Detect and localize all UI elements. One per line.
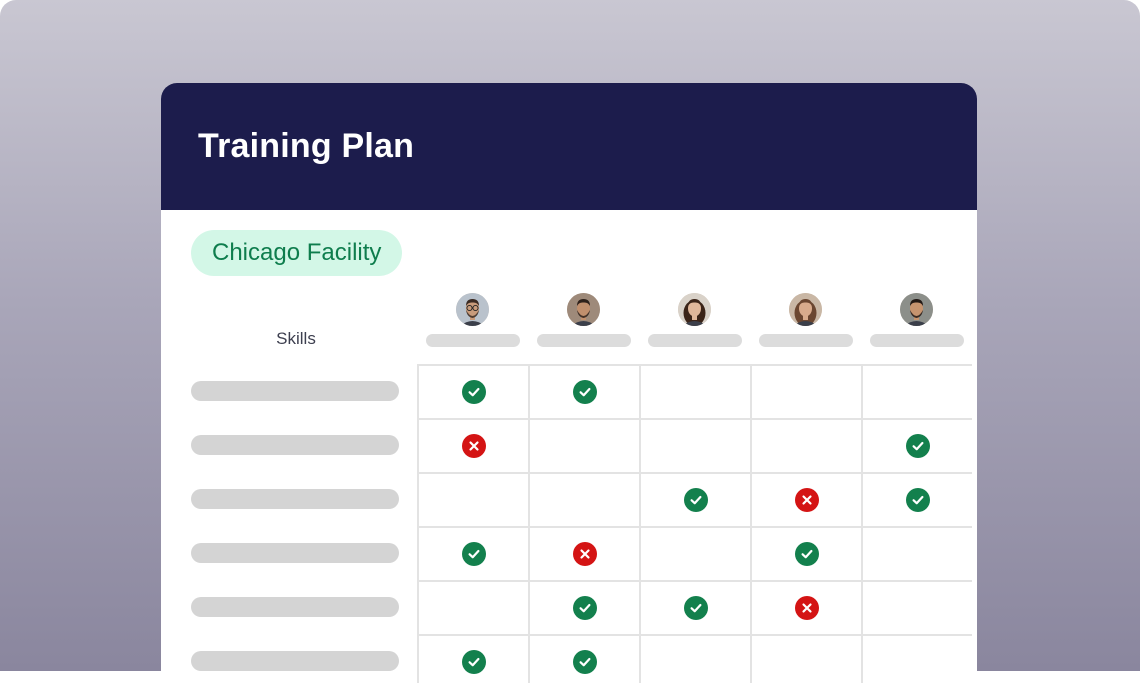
- card-header: Training Plan: [161, 83, 977, 210]
- matrix-cell[interactable]: [528, 472, 639, 526]
- skill-name-placeholder: [191, 651, 399, 671]
- matrix-cell[interactable]: [750, 526, 861, 580]
- matrix-cell[interactable]: [528, 418, 639, 472]
- avatar-woman-long-hair-icon[interactable]: [789, 293, 822, 326]
- skill-name-placeholder: [191, 381, 399, 401]
- check-icon: [683, 488, 708, 512]
- person-name-placeholder: [869, 334, 964, 347]
- matrix-cell[interactable]: [639, 526, 750, 580]
- matrix-cell[interactable]: [861, 580, 972, 634]
- check-icon: [572, 380, 597, 404]
- avatar-woman-curly-hair-icon[interactable]: [678, 293, 711, 326]
- check-icon: [572, 650, 597, 674]
- matrix-cell[interactable]: [639, 364, 750, 418]
- matrix-cell[interactable]: [417, 418, 528, 472]
- cross-icon: [794, 488, 819, 512]
- training-plan-card: Training Plan Chicago Facility Skills: [161, 83, 977, 683]
- matrix-cell[interactable]: [417, 634, 528, 683]
- person-name-placeholder: [536, 334, 631, 347]
- check-icon: [794, 542, 819, 566]
- avatar-man-dark-hair-icon[interactable]: [900, 293, 933, 326]
- matrix-cell[interactable]: [750, 634, 861, 683]
- check-icon: [461, 542, 486, 566]
- matrix-cell[interactable]: [750, 364, 861, 418]
- check-icon: [905, 488, 930, 512]
- skill-name-placeholder: [191, 489, 399, 509]
- person-name-placeholder: [425, 334, 520, 347]
- matrix-cell[interactable]: [639, 634, 750, 683]
- check-icon: [572, 596, 597, 620]
- matrix-cell[interactable]: [528, 634, 639, 683]
- skill-name-placeholder: [191, 597, 399, 617]
- check-icon: [683, 596, 708, 620]
- skills-column-header: Skills: [276, 329, 316, 348]
- cross-icon: [461, 434, 486, 458]
- matrix-cell[interactable]: [861, 472, 972, 526]
- matrix-cell[interactable]: [639, 472, 750, 526]
- matrix-cell[interactable]: [417, 364, 528, 418]
- matrix-cell[interactable]: [639, 580, 750, 634]
- matrix-cell[interactable]: [417, 580, 528, 634]
- cross-icon: [572, 542, 597, 566]
- person-name-placeholder: [647, 334, 742, 347]
- matrix-cell[interactable]: [750, 418, 861, 472]
- page-title: Training Plan: [198, 127, 415, 165]
- cross-icon: [794, 596, 819, 620]
- check-icon: [461, 650, 486, 674]
- check-icon: [461, 380, 486, 404]
- matrix-cell[interactable]: [750, 472, 861, 526]
- skill-name-placeholder: [191, 543, 399, 563]
- matrix-cell[interactable]: [861, 526, 972, 580]
- matrix-cell[interactable]: [639, 418, 750, 472]
- person-name-placeholder: [758, 334, 853, 347]
- matrix-cell[interactable]: [528, 580, 639, 634]
- check-icon: [905, 434, 930, 458]
- matrix-cell[interactable]: [861, 364, 972, 418]
- matrix-cell[interactable]: [417, 472, 528, 526]
- matrix-cell[interactable]: [528, 364, 639, 418]
- matrix-cell[interactable]: [528, 526, 639, 580]
- facility-badge[interactable]: Chicago Facility: [191, 230, 403, 276]
- skill-name-placeholder: [191, 435, 399, 455]
- matrix-cell[interactable]: [861, 634, 972, 683]
- avatar-man-beard-icon[interactable]: [567, 293, 600, 326]
- matrix-cell[interactable]: [750, 580, 861, 634]
- matrix-cell[interactable]: [861, 418, 972, 472]
- matrix-cell[interactable]: [417, 526, 528, 580]
- avatar-man-glasses-icon[interactable]: [456, 293, 489, 326]
